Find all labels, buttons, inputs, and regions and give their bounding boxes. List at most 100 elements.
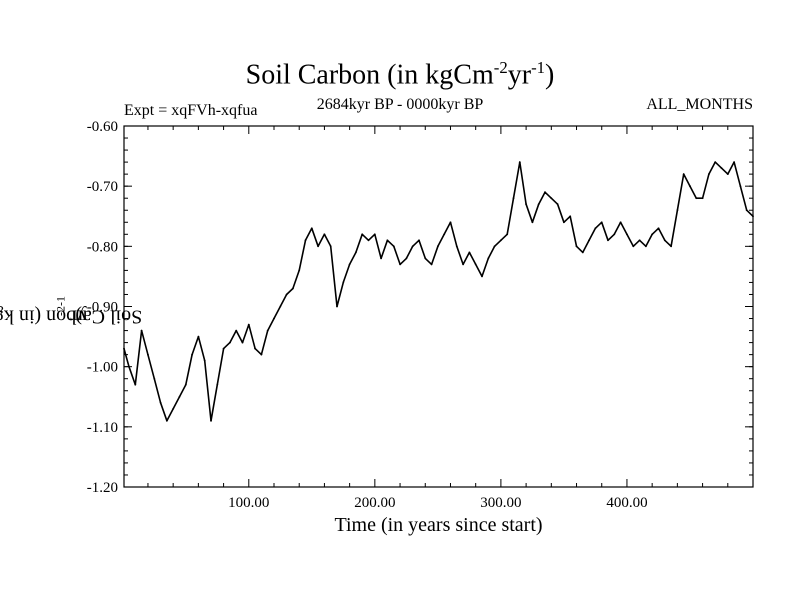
data-point: [462, 263, 464, 266]
x-axis-label: Time (in years since start): [334, 514, 543, 536]
data-point: [607, 239, 609, 242]
data-point: [437, 245, 439, 248]
data-point: [745, 209, 748, 212]
data-point: [663, 239, 666, 242]
y-tick-label: -0.70: [87, 179, 118, 195]
data-point: [430, 263, 433, 266]
data-point: [323, 233, 326, 236]
data-point: [726, 173, 729, 176]
data-point: [128, 365, 130, 368]
data-point: [695, 197, 698, 200]
data-point: [273, 317, 275, 320]
data-point: [329, 245, 332, 248]
data-point: [676, 209, 679, 212]
data-point: [355, 251, 357, 254]
data-point: [493, 245, 496, 248]
y-tick-label: -0.90: [87, 300, 118, 316]
x-tick-label: 200.00: [354, 495, 395, 511]
data-point: [581, 251, 584, 254]
data-point: [279, 305, 282, 308]
y-tick-label: -0.80: [87, 239, 118, 255]
data-point: [184, 383, 187, 386]
data-point: [298, 269, 301, 272]
data-point: [367, 239, 370, 242]
data-point: [336, 305, 338, 308]
data-point: [411, 245, 414, 248]
data-point: [310, 227, 313, 230]
data-point: [342, 281, 345, 284]
data-point: [191, 353, 194, 356]
y-tick-label: -1.20: [87, 480, 118, 496]
data-point: [140, 329, 143, 332]
data-point: [500, 239, 502, 242]
data-point: [714, 161, 717, 164]
data-point: [638, 239, 641, 242]
data-point: [159, 401, 162, 404]
data-point: [632, 245, 635, 248]
data-point: [134, 383, 137, 386]
data-point: [556, 203, 559, 206]
data-point: [575, 245, 578, 248]
data-point: [474, 263, 477, 266]
data-point: [373, 233, 376, 236]
experiment-label: Expt = xqFVh-xqfua: [124, 102, 258, 119]
data-point: [689, 185, 691, 188]
data-point: [506, 233, 509, 236]
data-point: [443, 233, 446, 236]
data-point: [619, 221, 622, 224]
data-point: [657, 227, 660, 230]
x-tick-label: 300.00: [480, 495, 521, 511]
data-point: [247, 323, 250, 326]
data-point: [386, 239, 389, 242]
data-point: [178, 395, 181, 398]
data-point: [147, 353, 149, 356]
y-tick-label: -1.10: [87, 420, 118, 436]
data-point: [613, 233, 616, 236]
data-point: [682, 173, 685, 176]
data-point: [701, 197, 704, 200]
data-point: [348, 263, 351, 266]
series-line: [123, 161, 754, 422]
data-point: [285, 293, 288, 296]
data-point: [418, 239, 420, 242]
chart-title: Soil Carbon (in kgCm-2yr-1): [245, 58, 555, 91]
data-point: [645, 245, 647, 248]
data-point: [468, 251, 471, 254]
data-point: [563, 221, 565, 224]
data-point: [518, 161, 521, 164]
data-point: [626, 233, 628, 236]
data-point: [550, 197, 553, 200]
data-point: [197, 335, 200, 338]
data-point: [392, 245, 395, 248]
data-point: [594, 227, 597, 230]
x-tick-label: 400.00: [606, 495, 647, 511]
data-point: [424, 257, 427, 260]
data-point: [720, 167, 723, 170]
data-point: [544, 191, 546, 194]
data-point: [266, 329, 269, 332]
data-point: [588, 239, 590, 242]
data-point: [455, 245, 458, 248]
data-point: [153, 377, 156, 380]
chart-subtitle: 2684kyr BP - 0000kyr BP: [316, 96, 484, 113]
data-point: [260, 353, 263, 356]
data-point: [166, 419, 168, 422]
data-point: [380, 257, 382, 260]
data-point: [651, 233, 654, 236]
data-point: [739, 185, 742, 188]
data-point: [203, 359, 206, 362]
y-tick-label: -1.00: [87, 360, 118, 376]
data-point: [235, 329, 238, 332]
data-point: [405, 257, 408, 260]
data-point: [449, 221, 452, 224]
data-point: [399, 263, 401, 266]
data-point: [317, 245, 319, 248]
data-point: [531, 221, 534, 224]
months-label: ALL_MONTHS: [646, 96, 753, 113]
data-point: [733, 161, 735, 164]
x-tick-label: 100.00: [228, 495, 269, 511]
data-point: [569, 215, 572, 218]
data-point: [487, 257, 490, 260]
data-point: [210, 419, 212, 422]
